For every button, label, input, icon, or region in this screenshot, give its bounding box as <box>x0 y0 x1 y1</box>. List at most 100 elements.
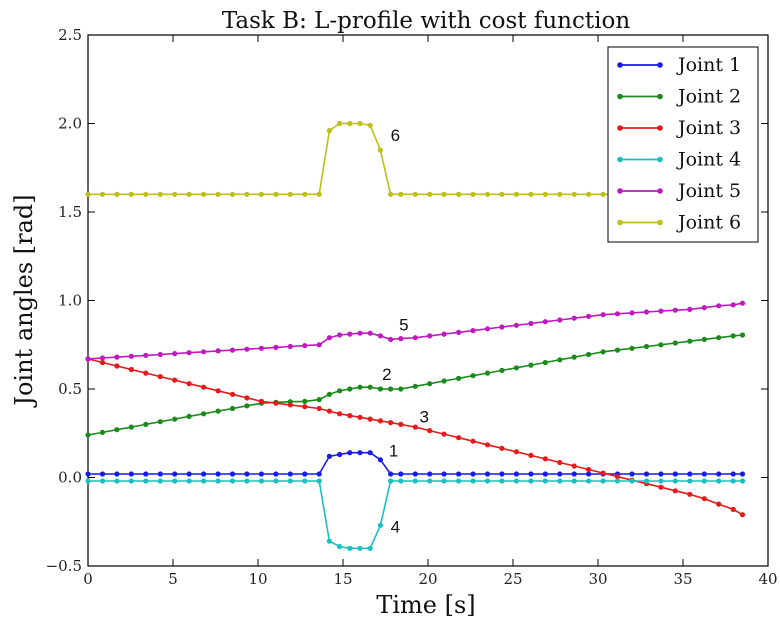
data-point <box>326 538 332 544</box>
data-point <box>687 338 693 344</box>
data-point <box>398 421 404 427</box>
data-point <box>470 438 476 444</box>
data-point <box>600 349 606 355</box>
y-tick-label: −0.5 <box>46 557 82 575</box>
data-point <box>201 478 207 484</box>
data-point <box>316 471 322 477</box>
data-point <box>302 471 308 477</box>
data-point <box>128 424 134 430</box>
legend-marker <box>657 188 663 194</box>
data-point <box>557 478 563 484</box>
data-point <box>157 191 163 197</box>
data-point <box>571 471 577 477</box>
data-point <box>571 478 577 484</box>
data-point <box>215 471 221 477</box>
data-point <box>201 411 207 417</box>
data-point <box>484 478 491 484</box>
data-point <box>441 191 447 197</box>
legend-item: Joint 4 <box>617 149 741 171</box>
data-point <box>258 478 264 484</box>
data-point <box>377 457 383 463</box>
legend-marker <box>657 125 663 131</box>
data-point <box>128 191 134 197</box>
data-point <box>347 331 353 337</box>
data-point <box>600 470 606 476</box>
data-point <box>128 353 134 359</box>
legend-item: Joint 2 <box>617 86 741 108</box>
data-point <box>388 420 394 426</box>
x-tick-label: 15 <box>333 570 352 588</box>
data-point <box>600 478 606 484</box>
series-layer <box>85 120 746 551</box>
data-point <box>85 471 91 477</box>
data-point <box>557 471 563 477</box>
data-point <box>229 191 236 197</box>
data-point <box>456 471 462 477</box>
series-annotation: 5 <box>399 316 408 335</box>
data-point <box>273 400 279 406</box>
data-point <box>441 331 447 337</box>
x-tick-label: 35 <box>673 570 692 588</box>
data-point <box>85 432 91 438</box>
data-point <box>412 335 418 341</box>
data-point <box>730 471 736 477</box>
legend-marker <box>617 125 623 131</box>
data-point <box>347 386 353 392</box>
data-point <box>114 478 120 484</box>
y-tick-label: 2.5 <box>58 26 82 44</box>
data-point <box>716 303 722 309</box>
legend-label: Joint 6 <box>676 212 741 234</box>
legend-label: Joint 4 <box>676 149 741 171</box>
data-point <box>586 351 592 358</box>
data-point <box>730 478 736 484</box>
data-point <box>157 478 163 484</box>
data-point <box>377 418 383 424</box>
data-point <box>456 329 462 335</box>
data-point <box>441 378 447 384</box>
x-tick-label: 5 <box>168 570 178 588</box>
data-point <box>499 367 505 373</box>
y-axis-label: Joint angles [rad] <box>10 194 38 408</box>
x-tick-label: 30 <box>588 570 607 588</box>
data-point <box>316 397 322 403</box>
data-point <box>658 471 664 477</box>
data-point <box>427 428 433 434</box>
data-point <box>99 359 106 366</box>
data-point <box>484 471 491 477</box>
data-point <box>716 478 722 484</box>
data-point <box>398 191 404 197</box>
data-point <box>388 471 394 477</box>
data-point <box>499 191 505 197</box>
legend-item: Joint 3 <box>617 117 741 139</box>
data-point <box>326 408 332 414</box>
data-point <box>427 478 433 484</box>
data-point <box>672 471 678 477</box>
x-tick-label: 40 <box>758 570 777 588</box>
data-point <box>172 191 178 197</box>
data-point <box>542 456 548 462</box>
data-point <box>701 336 707 342</box>
data-point <box>201 349 207 355</box>
series-2 <box>85 332 746 438</box>
x-tick-label: 10 <box>248 570 267 588</box>
chart-title: Task B: L-profile with cost function <box>222 8 630 34</box>
data-point <box>287 478 293 484</box>
legend-marker <box>617 188 623 194</box>
data-point <box>357 414 363 420</box>
data-point <box>388 478 394 484</box>
data-point <box>316 405 322 412</box>
x-tick-label: 25 <box>503 570 522 588</box>
series-4 <box>85 478 746 551</box>
data-point <box>347 120 353 127</box>
data-point <box>739 478 746 484</box>
series-1 <box>85 450 746 477</box>
data-point <box>186 478 192 484</box>
data-point <box>701 471 707 477</box>
data-point <box>513 449 520 455</box>
data-point <box>377 522 383 528</box>
data-point <box>730 506 736 512</box>
data-point <box>629 310 635 316</box>
data-point <box>629 345 635 351</box>
data-point <box>484 326 491 332</box>
